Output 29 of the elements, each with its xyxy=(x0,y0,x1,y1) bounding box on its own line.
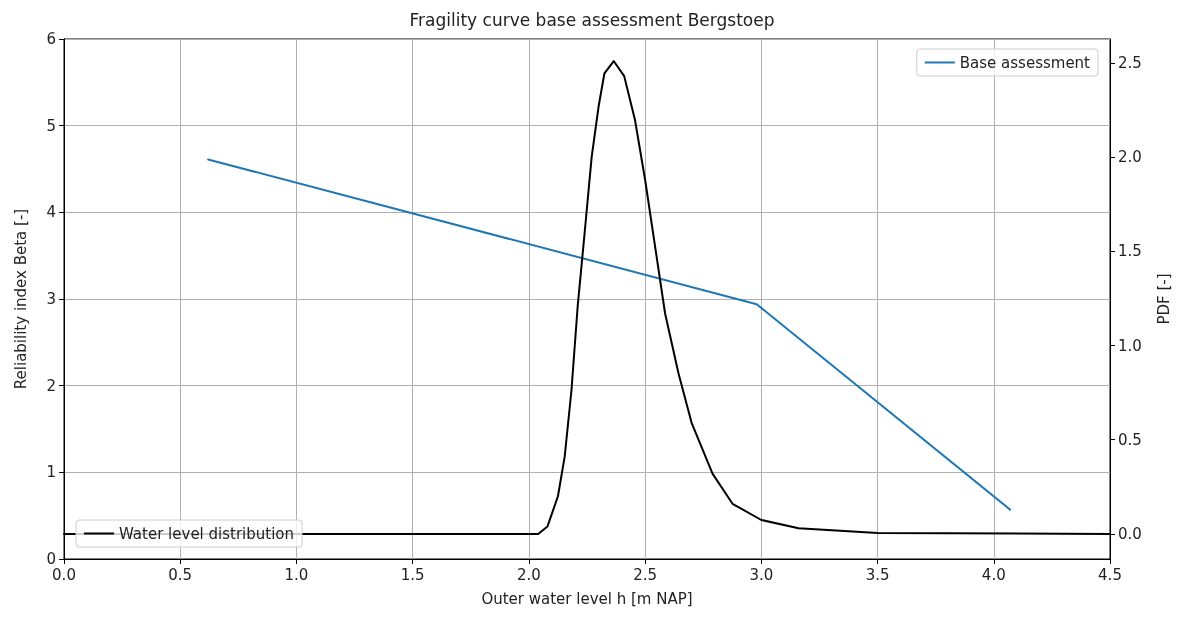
y-tick-label: 4 xyxy=(46,203,56,222)
y2-tick-label: 0.5 xyxy=(1118,430,1142,449)
y2-tick-label: 0.0 xyxy=(1118,524,1142,543)
y-tick-label: 3 xyxy=(46,290,56,308)
y2-tick-label: 1.0 xyxy=(1118,336,1142,355)
y-axis-title: Reliability index Beta [-] xyxy=(11,208,30,390)
y2-tick-label: 2.0 xyxy=(1118,148,1142,167)
y-tick-label: 2 xyxy=(46,376,56,395)
x-tick-label: 4.0 xyxy=(981,565,1006,584)
x-tick-label: 0.5 xyxy=(168,565,193,584)
x-tick-label: 1.0 xyxy=(284,565,309,584)
x-axis-title: Outer water level h [m NAP] xyxy=(481,589,693,608)
x-tick-label: 2.5 xyxy=(633,565,658,584)
chart-title: Fragility curve base assessment Bergstoep xyxy=(409,9,775,30)
y-tick-label: 0 xyxy=(46,550,56,568)
y2-tick-label: 2.5 xyxy=(1118,53,1142,72)
y2-axis-title: PDF [-] xyxy=(1154,273,1173,325)
y-tick-label: 1 xyxy=(46,463,56,482)
legend-label: Water level distribution xyxy=(119,524,295,543)
x-tick-label: 0.0 xyxy=(52,565,76,584)
x-tick-label: 2.0 xyxy=(516,565,541,584)
x-tick-label: 1.5 xyxy=(400,565,425,584)
legend-label: Base assessment xyxy=(959,53,1091,72)
y-tick-label: 5 xyxy=(46,116,56,135)
y-tick-label: 6 xyxy=(46,30,56,48)
x-tick-label: 4.5 xyxy=(1098,565,1122,584)
x-tick-label: 3.0 xyxy=(749,565,774,584)
x-tick-label: 3.5 xyxy=(865,565,890,584)
y2-tick-label: 1.5 xyxy=(1118,242,1142,261)
